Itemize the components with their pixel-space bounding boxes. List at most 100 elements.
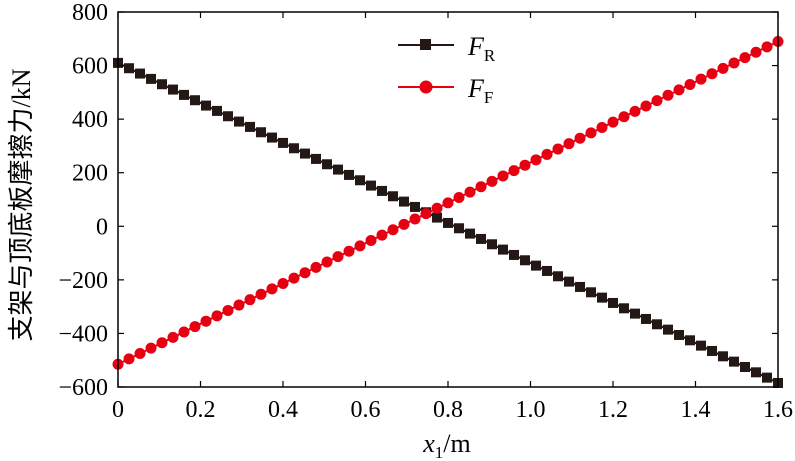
x-tick-label: 1.2 [598,397,628,423]
data-point [431,202,443,214]
data-point [761,41,773,53]
data-point [409,213,421,225]
data-point [190,95,200,106]
data-point [134,347,146,359]
data-point [124,63,134,74]
data-point [256,127,266,138]
data-point [443,217,453,228]
y-tick-label: −400 [58,321,108,347]
data-point [344,169,354,180]
data-point [729,356,739,367]
data-point [189,321,201,333]
data-point [597,292,607,303]
data-point [465,228,475,239]
data-point [266,283,278,295]
data-point [519,159,531,171]
data-point [707,345,717,356]
data-point [652,319,662,330]
legend-marker-ff [419,80,433,94]
data-point [355,175,365,186]
data-point [728,57,740,69]
data-point [651,95,663,107]
data-point [475,181,487,193]
data-point [278,137,288,148]
data-point [300,148,310,159]
data-point [255,288,267,300]
x-tick-label: 0.2 [186,397,216,423]
legend-entry-ff: FF [398,74,493,107]
data-point [706,68,718,80]
data-point [343,245,355,257]
data-point [564,276,574,287]
x-tick-label: 0.8 [433,397,463,423]
data-point [585,127,597,139]
x-tick-label: 0 [112,397,124,423]
data-point [410,201,420,212]
data-point [145,342,157,354]
data-point [399,196,409,207]
data-point [750,46,762,58]
data-point [223,111,233,122]
data-point [222,304,234,316]
data-point [498,244,508,255]
data-point [608,297,618,308]
data-point [464,186,476,198]
data-point [630,308,640,319]
y-tick-label: −200 [58,268,108,294]
data-point [509,249,519,260]
data-point [277,278,289,290]
data-point [178,326,190,338]
data-point [201,100,211,111]
legend-label-fr: FR [467,32,496,65]
data-point [563,138,575,150]
data-point [432,212,442,223]
data-point [333,164,343,175]
series-0 [113,57,783,388]
y-tick-label: −600 [58,375,108,401]
data-point [673,84,685,96]
x-tick-label: 1.6 [763,397,793,423]
data-point [387,224,399,236]
data-point [663,324,673,335]
x-tick-label: 1.4 [681,397,711,423]
data-point [212,105,222,116]
legend: FR FF [398,32,496,107]
x-tick-label: 0.4 [268,397,298,423]
data-point [619,303,629,314]
data-point [322,159,332,170]
data-point [123,353,135,365]
data-point [321,256,333,268]
data-point [586,287,596,298]
data-point [311,153,321,164]
axis-ticks: 0 0.2 0.4 0.6 0.8 1.0 1.2 1.4 1.6 800 600 400 200 0 −2… [58,0,793,423]
data-point [486,175,498,187]
data-point [531,260,541,271]
y-tick-label: 600 [72,54,108,80]
data-point [476,233,486,244]
data-point [662,89,674,101]
data-point [541,148,553,160]
data-point [684,79,696,90]
data-point [146,73,156,84]
legend-entry-fr: FR [398,32,496,65]
y-tick-label: 800 [72,0,108,26]
data-point [156,337,168,349]
data-point [179,89,189,100]
data-point [377,185,387,196]
data-point [739,52,751,64]
data-point [376,229,388,241]
data-point [487,239,497,250]
data-point [718,351,728,362]
data-point [167,331,179,343]
data-point [530,154,542,166]
legend-marker-fr [420,39,431,50]
y-tick-label: 0 [96,214,108,240]
data-point [674,329,684,340]
data-point [574,132,586,144]
data-point [553,271,563,282]
data-point [135,68,145,79]
data-point [607,116,619,128]
data-point [168,84,178,95]
data-point [454,223,464,234]
